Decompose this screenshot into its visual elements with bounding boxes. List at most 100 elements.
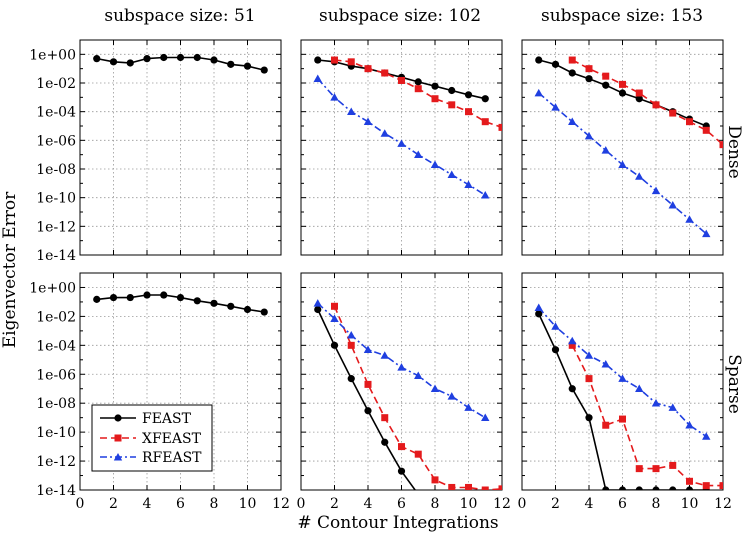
legend-marker-rfeast: [113, 453, 123, 461]
series-group: [313, 56, 502, 199]
data-point-rfeast: [685, 215, 694, 223]
data-point-rfeast: [685, 421, 694, 429]
data-point-rfeast: [347, 107, 356, 115]
data-point-rfeast: [618, 374, 627, 382]
data-point-xfeast: [652, 101, 660, 109]
legend-label-feast: FEAST: [142, 411, 192, 427]
data-point-feast: [193, 53, 201, 62]
x-tick-label: 0: [518, 496, 527, 512]
data-point-rfeast: [347, 331, 356, 339]
data-point-rfeast: [668, 200, 677, 209]
x-tick-label: 2: [330, 496, 339, 512]
y-tick-label: 1e-08: [36, 396, 76, 412]
x-tick-label: 10: [460, 496, 478, 512]
data-point-rfeast: [447, 170, 456, 179]
data-point-rfeast: [534, 303, 543, 311]
data-point-xfeast: [481, 486, 489, 490]
y-tick-label: 1e-08: [36, 162, 76, 178]
x-tick-label: 6: [176, 496, 185, 512]
data-point-feast: [669, 486, 677, 490]
y-tick-label: 1e-10: [36, 425, 76, 441]
data-point-rfeast: [551, 322, 560, 330]
data-point-xfeast: [635, 89, 643, 97]
data-point-rfeast: [568, 336, 577, 345]
panel-2: [300, 39, 503, 256]
data-point-rfeast: [380, 129, 389, 137]
data-point-feast: [652, 486, 660, 490]
data-point-feast: [330, 341, 339, 349]
data-point-rfeast: [464, 403, 473, 411]
data-point-xfeast: [686, 118, 693, 126]
x-tick-label: 6: [618, 496, 627, 512]
data-point-feast: [568, 385, 576, 393]
data-point-feast: [635, 486, 643, 490]
legend-marker-feast: [114, 414, 122, 422]
data-point-rfeast: [430, 384, 440, 393]
data-point-feast: [210, 56, 218, 64]
data-point-feast: [585, 75, 593, 83]
legend-entry-feast: FEAST: [100, 411, 192, 427]
data-point-rfeast: [330, 93, 339, 101]
series-line-feast: [538, 313, 707, 490]
row-label-dense: Dense: [724, 125, 744, 178]
data-point-feast: [551, 346, 560, 354]
data-point-xfeast: [465, 108, 472, 116]
data-point-rfeast: [481, 413, 490, 421]
data-point-xfeast: [669, 461, 677, 469]
data-point-xfeast: [414, 85, 422, 93]
x-tick-label: 2: [109, 496, 118, 512]
data-point-rfeast: [635, 172, 644, 180]
x-tick-label: 10: [239, 496, 257, 512]
data-point-rfeast: [551, 103, 560, 111]
data-point-xfeast: [619, 415, 626, 423]
chart-panels: 1e-14 1e-12 1e-10 1e-08 1e-06 1e-04 1e-02 1e+00…: [29, 39, 732, 512]
data-point-xfeast: [398, 443, 405, 451]
x-tick-label: 4: [143, 496, 152, 512]
x-tick-label: 12: [493, 496, 511, 512]
panel-5: 0 2 4 6 8 10 12: [297, 272, 511, 512]
data-point-feast: [160, 291, 168, 299]
data-point-feast: [176, 293, 185, 302]
data-point-rfeast: [380, 351, 389, 359]
data-point-rfeast: [702, 229, 711, 238]
data-point-feast: [160, 53, 168, 62]
data-point-xfeast: [381, 69, 389, 77]
data-point-xfeast: [448, 101, 456, 109]
data-point-xfeast: [635, 465, 643, 473]
data-point-feast: [93, 295, 101, 303]
col-title-2: subspace size: 102: [319, 6, 481, 26]
data-point-rfeast: [635, 384, 644, 393]
data-point-rfeast: [568, 117, 577, 125]
data-point-feast: [176, 53, 185, 62]
data-point-xfeast: [702, 482, 710, 490]
data-point-rfeast: [534, 88, 543, 97]
y-tick-label: 1e+00: [29, 47, 76, 63]
y-tick-label: 1e-06: [36, 367, 76, 383]
data-point-feast: [464, 91, 473, 99]
data-point-xfeast: [702, 126, 710, 134]
data-point-feast: [109, 58, 118, 66]
x-tick-label: 0: [297, 496, 306, 512]
data-point-feast: [243, 62, 252, 70]
y-tick-label: 1e-14: [36, 483, 76, 499]
data-point-xfeast: [431, 476, 439, 484]
data-point-feast: [314, 56, 322, 64]
data-point-rfeast: [313, 299, 322, 307]
data-point-feast: [585, 414, 593, 422]
data-point-feast: [618, 89, 627, 97]
data-point-rfeast: [363, 117, 373, 125]
x-tick-label: 6: [397, 496, 406, 512]
legend: FEAST XFEAST RFEAST: [91, 404, 213, 472]
x-tick-label: 2: [551, 496, 560, 512]
data-point-rfeast: [601, 359, 610, 368]
data-point-xfeast: [331, 56, 338, 64]
data-point-feast: [126, 59, 134, 67]
data-point-rfeast: [651, 186, 661, 195]
y-tick-label: 1e-02: [36, 76, 76, 92]
data-point-feast: [314, 305, 322, 314]
y-tick-label: 1e-04: [36, 105, 76, 121]
data-point-rfeast: [584, 351, 594, 359]
col-title-1: subspace size: 51: [104, 6, 255, 26]
data-point-feast: [143, 55, 151, 63]
data-point-xfeast: [364, 380, 372, 388]
